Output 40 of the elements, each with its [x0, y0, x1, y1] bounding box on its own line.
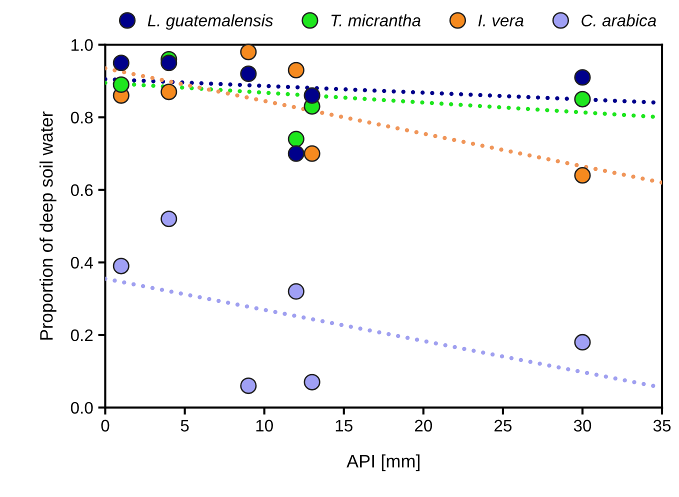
y-axis-title: Proportion of deep soil water: [40, 112, 56, 340]
x-tick-label: 30: [574, 420, 592, 432]
point: [574, 90, 591, 108]
point: [112, 76, 130, 93]
point: [288, 145, 304, 162]
point: [574, 334, 591, 351]
x-tick-label: 5: [180, 420, 189, 432]
legend-label: I. vera: [478, 14, 524, 26]
y-tick-label: 0.2: [70, 329, 93, 342]
x-tick-label: 10: [256, 420, 273, 432]
point: [574, 167, 591, 184]
point: [574, 69, 591, 86]
x-tick-label: 25: [494, 420, 512, 432]
y-tick-label: 0.8: [70, 112, 93, 124]
point: [240, 377, 257, 394]
point: [240, 65, 257, 82]
x-axis-title: API [mm]: [346, 454, 420, 472]
legend-label: C. arabica: [582, 14, 656, 26]
point: [304, 87, 320, 104]
y-tick-label: 0.6: [70, 184, 93, 196]
point: [304, 374, 320, 390]
x-tick-label: 35: [653, 420, 671, 432]
point: [160, 84, 178, 100]
x-tick-label: 20: [414, 420, 432, 432]
x-tick-label: 15: [336, 420, 352, 432]
point: [288, 130, 304, 148]
legend-label: L. guatemalensis: [148, 14, 273, 30]
y-tick-label: 0.4: [70, 256, 93, 269]
legend-label: T. micrantha: [331, 14, 420, 26]
point: [304, 145, 320, 162]
point: [112, 54, 130, 72]
point: [160, 210, 178, 228]
x-tick-label: 0: [101, 420, 110, 432]
point: [112, 258, 130, 274]
point: [160, 54, 178, 72]
point: [288, 283, 304, 300]
y-tick-label: 0.0: [70, 402, 93, 414]
point: [288, 62, 304, 78]
point: [240, 44, 257, 60]
y-tick-label: 1.0: [72, 39, 93, 51]
